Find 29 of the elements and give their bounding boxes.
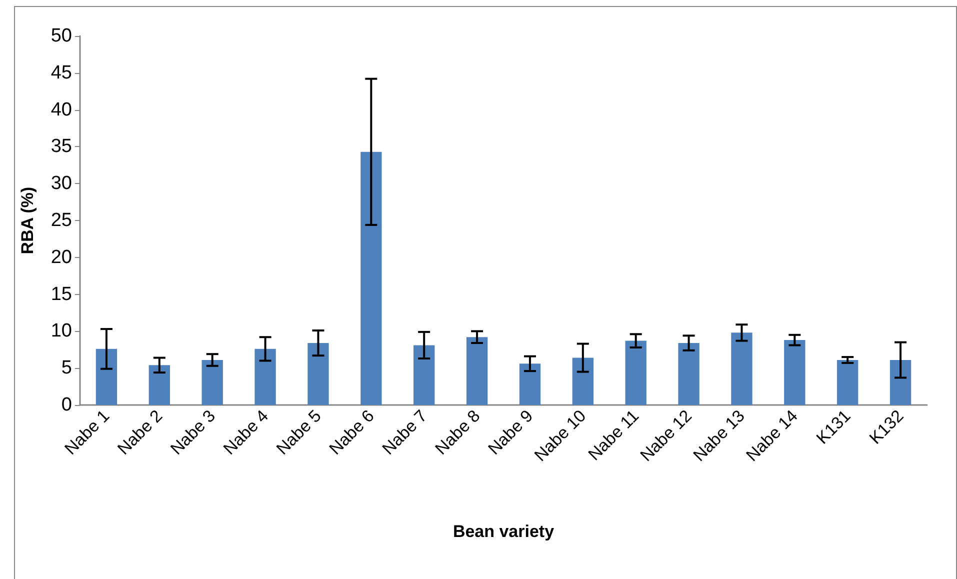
bar [678, 343, 700, 405]
bar [784, 340, 806, 405]
bar [96, 348, 118, 405]
x-axis-title: Bean variety [452, 522, 555, 541]
y-tick-label: 45 [50, 62, 72, 84]
y-tick-label: 35 [50, 136, 72, 158]
bar [254, 348, 276, 405]
bar [202, 360, 223, 405]
bar [572, 358, 594, 405]
y-tick-label: 40 [50, 99, 72, 120]
bar [890, 360, 912, 405]
bar [731, 332, 752, 405]
y-axis-title: RBA (%) [18, 186, 37, 254]
y-tick-label: 15 [50, 284, 72, 305]
bar [148, 365, 170, 405]
bar [360, 152, 382, 405]
bar [837, 360, 858, 405]
bar [625, 340, 646, 405]
y-tick-label: 25 [50, 210, 72, 231]
bar [414, 345, 435, 405]
y-tick-label: 0 [61, 394, 72, 416]
y-tick-label: 5 [61, 358, 72, 379]
y-tick-label: 30 [50, 173, 72, 194]
y-tick-label: 20 [50, 246, 72, 268]
bar [308, 343, 329, 405]
bar [519, 364, 541, 405]
bar [466, 337, 488, 405]
y-tick-label: 50 [50, 26, 72, 46]
y-tick-label: 10 [50, 320, 72, 342]
